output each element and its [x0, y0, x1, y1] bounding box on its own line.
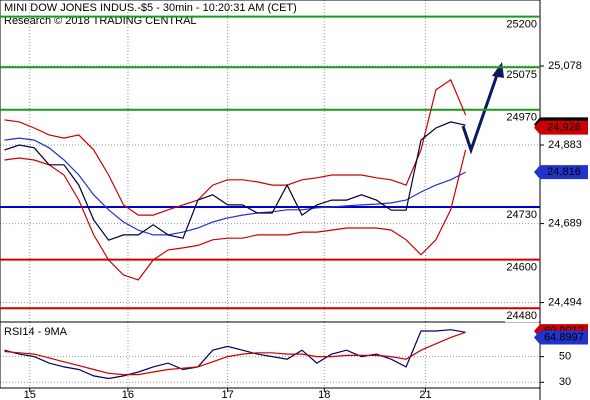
- level-label: 24600: [506, 262, 537, 274]
- level-label: 24730: [506, 209, 537, 221]
- chart-subtitle: Research © 2018 TRADING CENTRAL: [4, 15, 197, 27]
- level-label-bg: [505, 69, 539, 82]
- level-label-bg: [505, 310, 539, 323]
- level-label: 24480: [506, 310, 537, 322]
- series-line: [4, 331, 466, 376]
- y-tick-label: 30: [559, 376, 571, 388]
- series-line: [4, 121, 466, 241]
- y-tick-label: 24,689: [548, 217, 582, 229]
- level-label-bg: [505, 18, 539, 31]
- price-badge-label: 24,926: [547, 121, 581, 133]
- y-tick-label: 24,494: [548, 296, 582, 308]
- series-line: [4, 137, 466, 236]
- y-tick-label: 50: [559, 351, 571, 363]
- series-line: [4, 78, 467, 216]
- x-tick-label: 21: [419, 389, 431, 400]
- price-badge: [534, 330, 588, 345]
- price-badge-label: 24,816: [547, 166, 581, 178]
- y-tick-label: 25,078: [548, 60, 582, 72]
- level-label-bg: [505, 261, 539, 274]
- price-badge: [534, 120, 588, 135]
- level-label-bg: [505, 111, 539, 124]
- price-badge-label: 64.8997: [544, 331, 584, 343]
- price-badge: [534, 165, 588, 180]
- chart-title: MINI DOW JONES INDUS.-$5 - 30min - 10:20…: [4, 2, 297, 14]
- x-tick-label: 15: [24, 389, 36, 400]
- x-tick-label: 16: [122, 389, 134, 400]
- projection-arrow: [461, 71, 500, 155]
- arrow-head: [492, 62, 504, 78]
- series-line: [4, 149, 467, 281]
- plot-frame: [0, 0, 541, 389]
- x-tick-label: 18: [318, 389, 330, 400]
- series-line: [4, 329, 466, 380]
- x-tick-label: 17: [221, 389, 233, 400]
- level-label: 25075: [506, 69, 537, 81]
- level-label: 24970: [506, 112, 537, 124]
- y-tick-label: 24,883: [548, 139, 582, 151]
- level-label-bg: [505, 208, 539, 221]
- rsi-title: RSI14 - 9MA: [4, 326, 68, 338]
- level-label: 25200: [506, 19, 537, 31]
